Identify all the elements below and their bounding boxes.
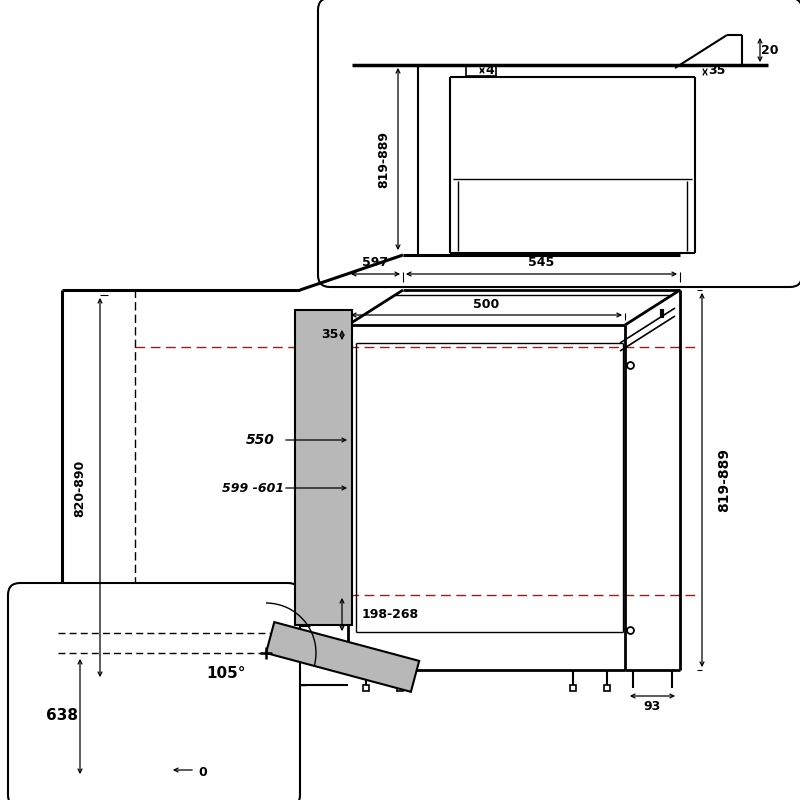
Text: 0: 0 xyxy=(198,766,207,779)
Text: 198-268: 198-268 xyxy=(362,609,418,622)
Text: 545: 545 xyxy=(528,255,554,269)
Bar xyxy=(295,310,352,625)
Text: 93: 93 xyxy=(643,699,661,713)
Text: 819-889: 819-889 xyxy=(717,448,731,512)
Text: 819-889: 819-889 xyxy=(378,130,390,187)
Text: 35: 35 xyxy=(708,65,726,78)
Text: 550: 550 xyxy=(246,433,274,447)
Text: 105°: 105° xyxy=(206,666,246,681)
Text: 597: 597 xyxy=(362,255,388,269)
Text: 500: 500 xyxy=(473,298,499,311)
FancyBboxPatch shape xyxy=(8,583,300,800)
Text: 35: 35 xyxy=(322,327,338,341)
Text: 4: 4 xyxy=(486,63,494,77)
FancyBboxPatch shape xyxy=(318,0,800,287)
Polygon shape xyxy=(266,622,419,692)
Text: 20: 20 xyxy=(762,43,778,57)
Text: 599 -601: 599 -601 xyxy=(222,482,284,494)
Text: 638: 638 xyxy=(46,707,78,722)
Text: 820-890: 820-890 xyxy=(74,459,86,517)
